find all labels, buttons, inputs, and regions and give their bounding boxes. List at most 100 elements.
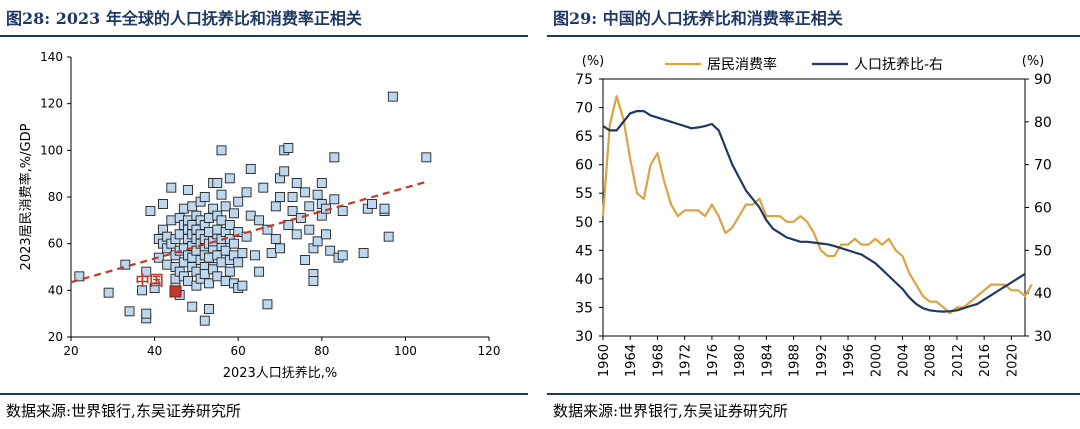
scatter-point	[316, 178, 327, 188]
scatter-point	[224, 266, 235, 277]
x-tick-label: 20	[63, 344, 78, 358]
scatter-point	[358, 248, 369, 258]
left-y-tick-label: 45	[575, 243, 593, 259]
scatter-point	[254, 266, 265, 277]
y-tick-label: 100	[40, 143, 63, 157]
scatter-point	[220, 276, 231, 286]
scatter-point	[308, 276, 319, 286]
right-source-note: 数据来源:世界银行,东吴证券研究所	[553, 402, 788, 420]
x-tick-label: 2020	[1005, 344, 1020, 377]
x-tick-label: 1980	[733, 344, 748, 377]
scatter-point	[421, 152, 432, 163]
left-y-tick-label: 70	[575, 101, 593, 117]
right-y-tick-label: 70	[1034, 158, 1052, 174]
scatter-point	[224, 173, 235, 184]
scatter-point	[379, 203, 390, 214]
scatter-point	[245, 210, 256, 221]
scatter-point	[216, 215, 227, 226]
scatter-point	[279, 166, 290, 177]
x-tick-label: 2016	[978, 344, 993, 377]
line-chart: 30 35 40 45 50 55 60 65 70 75 30 40 50 60 70 80 90 1960 19…	[575, 54, 1052, 377]
legend-label: 人口抚养比-右	[854, 57, 943, 73]
scatter-point	[166, 182, 177, 193]
x-tick-label: 1992	[815, 344, 830, 377]
scatter-point	[203, 252, 214, 263]
y-tick-label: 20	[48, 330, 63, 344]
legend-label: 居民消费率	[707, 56, 777, 73]
right-y-tick-label: 40	[1034, 286, 1052, 302]
y-tick-label: 140	[40, 50, 63, 64]
left-source-note: 数据来源:世界银行,东吴证券研究所	[6, 402, 241, 420]
scatter-point	[266, 248, 277, 258]
right-title-rule	[547, 35, 1080, 37]
x-tick-label: 120	[478, 344, 501, 358]
scatter-point	[237, 280, 248, 291]
scatter-point	[199, 269, 210, 279]
scatter-point	[287, 192, 298, 202]
scatter-point	[300, 255, 311, 265]
scatter-point	[283, 220, 294, 230]
scatter-point	[149, 283, 160, 293]
y-tick-label: 80	[48, 190, 63, 204]
left-y-tick-label: 65	[575, 129, 593, 145]
left-chart-title: 图28: 2023 年全球的人口抚养比和消费率正相关	[6, 9, 362, 28]
x-tick-label: 2008	[924, 344, 939, 377]
scatter-point	[283, 143, 294, 153]
scatter-point	[229, 238, 239, 249]
scatter-point	[337, 250, 348, 261]
plot-frame	[602, 78, 1026, 337]
scatter-point	[291, 178, 302, 188]
scatter-point	[199, 192, 210, 202]
x-tick-label: 1968	[651, 344, 666, 377]
scatter-point	[367, 199, 377, 209]
scatter-point	[74, 271, 85, 282]
left-y-tick-label: 40	[575, 272, 593, 288]
scatter-point	[216, 189, 227, 200]
scatter-point	[275, 243, 285, 254]
left-y-tick-label: 75	[575, 72, 593, 88]
scatter-point	[329, 152, 340, 163]
y-tick-label: 40	[48, 283, 63, 297]
scatter-point	[158, 199, 168, 209]
left-axis-unit: (%)	[582, 54, 605, 69]
scatter-point	[291, 229, 302, 240]
scatter-point	[137, 285, 148, 296]
x-tick-label: 60	[231, 344, 246, 358]
scatter-point	[212, 224, 223, 235]
trend-line	[70, 180, 427, 284]
scatter-point	[141, 308, 152, 319]
scatter-point	[187, 201, 198, 212]
scatter-point	[325, 245, 336, 256]
consumption-rate-line	[601, 94, 1033, 315]
scatter-point	[329, 194, 340, 205]
scatter-point	[145, 206, 156, 216]
scatter-point	[387, 91, 398, 102]
y-axis-title: 2023居民消费率,%/GDP	[18, 123, 34, 270]
left-panel: 图28: 2023 年全球的人口抚养比和消费率正相关 20 40 60 80 100 12…	[0, 0, 528, 429]
scatter-point	[233, 257, 244, 268]
x-tick-label: 1984	[760, 344, 775, 377]
x-tick-label: 80	[314, 344, 329, 358]
scatter-point	[203, 304, 214, 314]
scatter-point	[337, 206, 348, 216]
left-y-tick-label: 35	[575, 300, 593, 316]
scatter-point	[220, 201, 231, 212]
x-tick-label: 2004	[896, 344, 911, 377]
x-tick-label: 2000	[869, 344, 884, 377]
scatter-point	[212, 178, 223, 188]
scatter-point	[229, 208, 239, 219]
scatter-point	[275, 192, 285, 202]
y-tick-label: 60	[48, 237, 63, 251]
scatter-point	[124, 306, 135, 317]
scatter-point	[166, 215, 177, 226]
scatter-point	[199, 315, 210, 326]
right-y-tick-label: 90	[1034, 72, 1052, 88]
scatter-point	[304, 201, 315, 212]
scatter-point	[383, 231, 394, 242]
scatter-point	[270, 234, 281, 244]
left-source-rule	[0, 393, 528, 395]
scatter-point	[183, 276, 193, 286]
scatter-point	[183, 185, 193, 195]
right-y-tick-label: 80	[1034, 115, 1052, 131]
scatter-point	[249, 250, 260, 261]
